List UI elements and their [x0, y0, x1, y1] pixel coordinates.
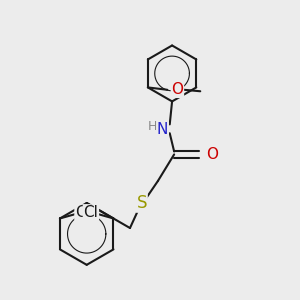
Text: N: N: [157, 122, 168, 137]
Text: Cl: Cl: [83, 205, 98, 220]
Text: H: H: [148, 120, 158, 133]
Text: S: S: [136, 194, 147, 212]
Text: Cl: Cl: [75, 205, 90, 220]
Text: O: O: [206, 147, 218, 162]
Text: O: O: [171, 82, 183, 97]
